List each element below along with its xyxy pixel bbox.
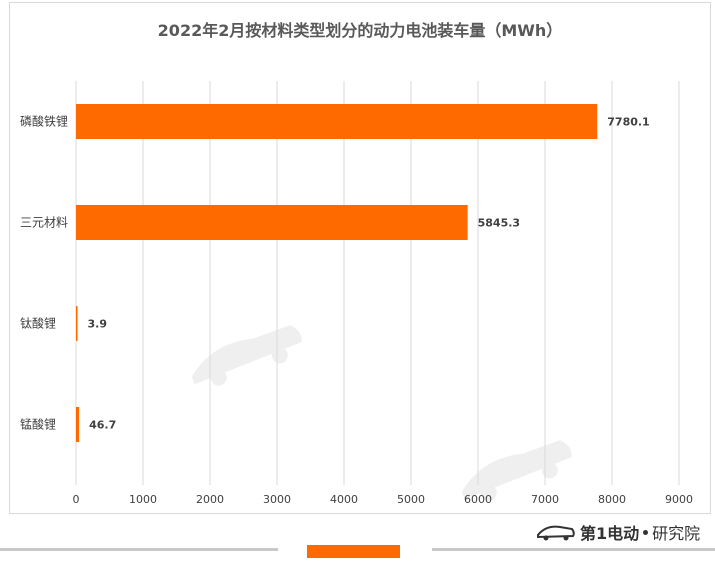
bar-chart-svg: 0 1000 2000 3000 4000 5000 6000 7000 8000 9000 磷酸铁… [20, 81, 693, 507]
chart-title: 2022年2月按材料类型划分的动力电池装车量（MWh） [157, 21, 563, 40]
x-tick-label-7000: 7000 [531, 493, 559, 506]
x-tick-label-6000: 6000 [464, 493, 492, 506]
bar-layer [76, 104, 598, 442]
bar-1 [76, 104, 598, 139]
x-tick-label-5000: 5000 [397, 493, 425, 506]
brand-separator-dot [643, 529, 649, 535]
watermark-logo [191, 325, 302, 386]
x-tick-label-9000: 9000 [665, 493, 693, 506]
car-logo-icon [537, 525, 575, 541]
x-tick-label-8000: 8000 [598, 493, 626, 506]
bar-4 [76, 407, 80, 442]
footer-divider-left [0, 548, 278, 551]
bar-2 [76, 205, 468, 240]
category-label-1: 磷酸铁锂 [20, 114, 68, 129]
value-label-4: 46.7 [89, 419, 116, 432]
category-label-3: 钛酸锂 [20, 316, 56, 331]
brand-logo-text: 第1电动 [580, 524, 640, 543]
brand-suffix: 研究院 [652, 524, 701, 543]
x-tick-label-4000: 4000 [330, 493, 358, 506]
category-label-4: 锰酸锂 [20, 417, 56, 432]
value-label-3: 3.9 [88, 318, 108, 331]
x-tick-label-1000: 1000 [129, 493, 157, 506]
value-label-2: 5845.3 [478, 217, 520, 230]
brand-logo: 第1电动 研究院 [536, 520, 700, 544]
category-label-2: 三元材料 [20, 216, 68, 230]
label-layer: 0 1000 2000 3000 4000 5000 6000 7000 8000 9000 磷酸铁… [20, 114, 693, 507]
x-tick-label-2000: 2000 [196, 493, 224, 506]
chart-frame: 2022年2月按材料类型划分的动力电池装车量（MWh） 0 1000 2000 300… [9, 2, 711, 514]
bar-3 [76, 306, 78, 341]
x-tick-label-0: 0 [73, 493, 80, 506]
watermark-logo-2 [461, 440, 572, 501]
x-tick-label-3000: 3000 [263, 493, 291, 506]
footer-divider-right [432, 548, 715, 551]
value-label-1: 7780.1 [607, 116, 649, 129]
footer-accent-block [307, 545, 400, 558]
grid-layer [75, 81, 680, 485]
